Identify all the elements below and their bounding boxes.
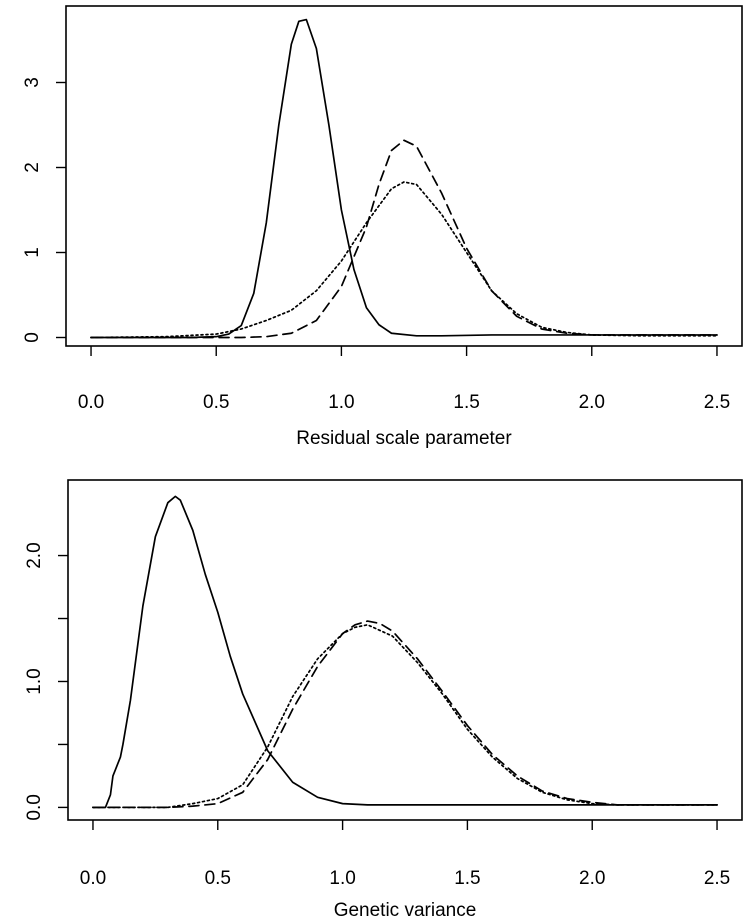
x-tick-label: 2.5 (704, 868, 730, 889)
y-tick-label: 2 (22, 162, 43, 173)
x-axis-title: Residual scale parameter (296, 428, 512, 449)
x-tick-label: 2.0 (579, 868, 605, 889)
y-tick-label: 1 (22, 247, 43, 258)
y-tick-label: 3 (22, 77, 43, 88)
x-tick-label: 0.0 (78, 392, 104, 413)
series-line-solid (90, 18, 718, 339)
x-tick-label: 0.5 (205, 868, 231, 889)
genetic-variance-panel: 0.0 0.5 1.0 1.5 2.0 2.5 0.0 1.0 2.0 Genetic varia… (24, 479, 743, 921)
series-line-solid (92, 495, 718, 809)
series-line-dashed (90, 139, 718, 339)
x-tick-label: 1.0 (329, 868, 355, 889)
x-tick-label: 2.5 (704, 392, 730, 413)
x-tick-label: 1.5 (454, 868, 480, 889)
x-axis-title: Genetic variance (334, 900, 477, 921)
series-line-dashed (92, 620, 718, 809)
series-line-dotted (90, 181, 718, 339)
x-tick-label: 0.0 (80, 868, 106, 889)
plot-frame (67, 479, 743, 821)
x-tick-label: 2.0 (579, 392, 605, 413)
x-tick-label: 0.5 (203, 392, 229, 413)
series-line-dotted (92, 623, 718, 809)
y-tick-label: 0.0 (24, 794, 45, 820)
y-tick-label: 2.0 (24, 542, 45, 568)
residual-scale-panel: 0.0 0.5 1.0 1.5 2.0 2.5 0 1 2 3 Residual scale par… (22, 5, 743, 449)
y-tick-label: 1.0 (24, 668, 45, 694)
x-tick-label: 1.0 (328, 392, 354, 413)
y-tick-label: 0 (22, 332, 43, 343)
plot-frame (65, 5, 743, 347)
x-tick-label: 1.5 (453, 392, 479, 413)
